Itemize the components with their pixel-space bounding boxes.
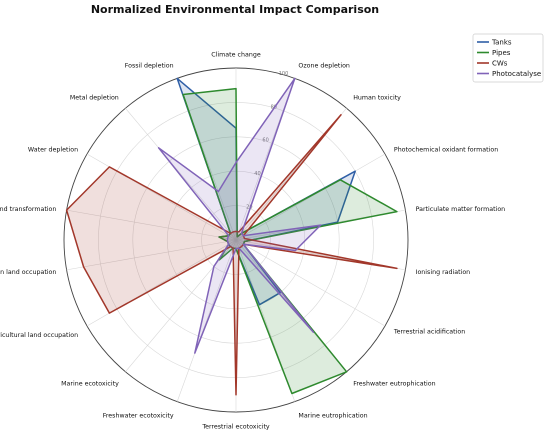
legend-label: Tanks xyxy=(491,39,512,47)
radial-tick-label: 60 xyxy=(262,138,268,144)
chart-title: Normalized Environmental Impact Comparis… xyxy=(91,3,379,16)
category-label: Metal depletion xyxy=(70,94,119,101)
category-label: Freshwater eutrophication xyxy=(353,381,435,388)
grid-spoke xyxy=(235,239,386,327)
category-label: Climate change xyxy=(211,52,261,59)
axis-labels: Climate change Ozone depletion Human toxic… xyxy=(0,52,505,431)
grid-spoke xyxy=(66,209,237,241)
legend: Tanks Pipes CWs Photocatalyse xyxy=(472,33,544,83)
series-polygon-photocatalyse xyxy=(157,77,322,354)
category-label: Photochemical oxidant formation xyxy=(394,146,498,153)
category-label: Fossil depletion xyxy=(125,63,174,70)
category-label: Urban land occupation xyxy=(0,269,56,276)
category-label: Agricultural land occupation xyxy=(0,332,78,339)
radar-series xyxy=(65,77,398,396)
category-label: Marine ecotoxicity xyxy=(61,381,119,388)
category-label: Particulate matter formation xyxy=(416,206,506,213)
category-label: Marine eutrophication xyxy=(298,412,367,419)
grid-spoke xyxy=(125,108,237,241)
legend-label: Pipes xyxy=(492,49,511,57)
category-label: Human toxicity xyxy=(353,94,401,101)
grid-spoke xyxy=(66,239,237,271)
category-label: Ozone depletion xyxy=(298,63,350,70)
category-label: Terrestrial ecotoxicity xyxy=(201,423,270,430)
category-label: Freshwater ecotoxicity xyxy=(103,412,174,419)
legend-label: Photocatalyse xyxy=(492,70,541,78)
category-label: Natural land transformation xyxy=(0,206,56,213)
radial-tick-label: 20 xyxy=(246,205,252,211)
grid-spoke xyxy=(235,153,386,241)
category-label: Water depletion xyxy=(28,146,78,153)
radial-tick-label: 100 xyxy=(279,71,289,77)
category-label: Ionising radiation xyxy=(416,269,471,276)
legend-label: CWs xyxy=(492,60,508,68)
category-label: Terrestrial acidification xyxy=(393,329,465,336)
radial-tick-label: 40 xyxy=(254,171,260,177)
legend-box xyxy=(472,33,544,83)
grid-spoke xyxy=(176,239,237,402)
